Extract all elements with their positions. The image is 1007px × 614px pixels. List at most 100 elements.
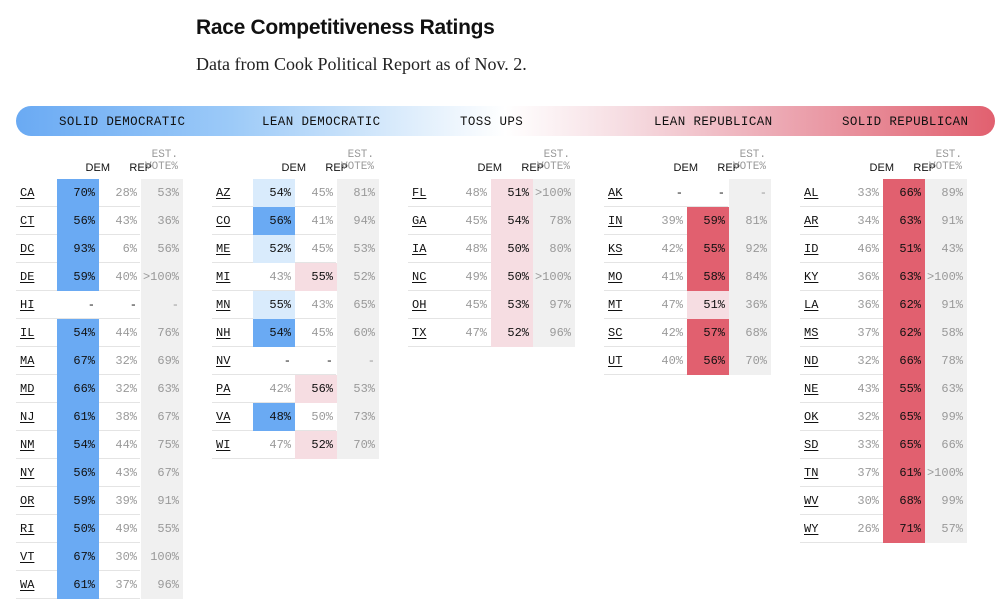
rep-vote-share: 40% [115, 270, 137, 284]
state-link[interactable]: AZ [216, 186, 231, 200]
state-link[interactable]: VT [20, 550, 35, 564]
rep-vote-share: 62% [883, 291, 925, 319]
state-link[interactable]: NM [20, 438, 35, 452]
est-vote-percent: 78% [533, 207, 575, 235]
dem-vote-share: 43% [857, 382, 879, 396]
column-header-est-line1: EST. [739, 149, 766, 161]
state-link[interactable]: CO [216, 214, 231, 228]
state-link[interactable]: MD [20, 382, 35, 396]
state-link[interactable]: TN [804, 466, 819, 480]
est-vote-percent: 63% [925, 375, 967, 403]
dem-vote-share: 45% [465, 298, 487, 312]
state-link[interactable]: MS [804, 326, 819, 340]
state-link[interactable]: ME [216, 242, 231, 256]
state-link[interactable]: PA [216, 382, 231, 396]
state-link[interactable]: OK [804, 410, 819, 424]
dem-vote-share: 33% [857, 438, 879, 452]
state-link[interactable]: OH [412, 298, 427, 312]
dem-vote-share: 49% [465, 270, 487, 284]
est-vote-percent: - [337, 347, 379, 375]
est-vote-percent: 91% [925, 291, 967, 319]
dem-vote-share: 42% [661, 326, 683, 340]
state-link[interactable]: IN [608, 214, 623, 228]
state-link[interactable]: NH [216, 326, 231, 340]
dem-vote-share: 66% [57, 375, 99, 403]
state-link[interactable]: ID [804, 242, 819, 256]
state-link[interactable]: NV [216, 354, 231, 368]
state-link[interactable]: ND [804, 354, 819, 368]
est-vote-percent: 63% [141, 375, 183, 403]
state-link[interactable]: NY [20, 466, 35, 480]
state-link[interactable]: LA [804, 298, 819, 312]
est-vote-percent: 60% [337, 319, 379, 347]
rep-vote-share: 50% [311, 410, 333, 424]
scale-label-solid-democratic: SOLID DEMOCRATIC [59, 115, 186, 129]
rep-vote-share: 54% [491, 207, 533, 235]
est-vote-percent: 36% [141, 207, 183, 235]
rep-vote-share: 43% [115, 214, 137, 228]
state-link[interactable]: NJ [20, 410, 35, 424]
state-link[interactable]: GA [412, 214, 427, 228]
dem-vote-share: 36% [857, 298, 879, 312]
state-link[interactable]: MO [608, 270, 623, 284]
state-link[interactable]: NE [804, 382, 819, 396]
state-link[interactable]: NC [412, 270, 427, 284]
state-link[interactable]: WI [216, 438, 231, 452]
dem-vote-share: 32% [857, 354, 879, 368]
state-link[interactable]: WA [20, 578, 35, 592]
rep-vote-share: 43% [115, 466, 137, 480]
state-link[interactable]: IA [412, 242, 427, 256]
state-link[interactable]: WV [804, 494, 819, 508]
column-header-dem: DEM [477, 162, 502, 174]
state-link[interactable]: DE [20, 270, 35, 284]
state-link[interactable]: AK [608, 186, 623, 200]
row-divider [604, 206, 728, 207]
rep-vote-share: 44% [115, 326, 137, 340]
state-link[interactable]: UT [608, 354, 623, 368]
state-link[interactable]: MI [216, 270, 231, 284]
dem-vote-share: 55% [253, 291, 295, 319]
state-link[interactable]: MN [216, 298, 231, 312]
state-link[interactable]: SC [608, 326, 623, 340]
state-link[interactable]: KS [608, 242, 623, 256]
rep-vote-share: 41% [311, 214, 333, 228]
rep-vote-share: 63% [883, 207, 925, 235]
dem-vote-share: 50% [57, 515, 99, 543]
rep-vote-share: 45% [311, 326, 333, 340]
column-header-est-vote: EST. VOTE% [534, 149, 570, 173]
est-vote-percent: 67% [141, 459, 183, 487]
state-link[interactable]: KY [804, 270, 819, 284]
column-header-est-line1: EST. [151, 149, 178, 161]
state-link[interactable]: AL [804, 186, 819, 200]
state-link[interactable]: VA [216, 410, 231, 424]
state-link[interactable]: RI [20, 522, 35, 536]
state-link[interactable]: CT [20, 214, 35, 228]
state-link[interactable]: SD [804, 438, 819, 452]
est-vote-percent: 53% [337, 235, 379, 263]
row-divider [604, 346, 728, 347]
rep-vote-share: 38% [115, 410, 137, 424]
est-vote-percent: 80% [533, 235, 575, 263]
column-header-rep: REP [129, 162, 152, 174]
dem-vote-share: - [283, 354, 291, 368]
est-vote-percent: 96% [141, 571, 183, 599]
state-link[interactable]: HI [20, 298, 35, 312]
state-link[interactable]: FL [412, 186, 427, 200]
state-link[interactable]: TX [412, 326, 427, 340]
state-link[interactable]: WY [804, 522, 819, 536]
state-link[interactable]: OR [20, 494, 35, 508]
est-vote-percent: 65% [337, 291, 379, 319]
column-header-est-line2: VOTE% [928, 161, 962, 173]
est-vote-percent: 53% [337, 375, 379, 403]
dem-vote-share: 45% [465, 214, 487, 228]
scale-label-toss-ups: TOSS UPS [460, 115, 524, 129]
state-link[interactable]: MA [20, 354, 35, 368]
state-link[interactable]: MT [608, 298, 623, 312]
state-link[interactable]: DC [20, 242, 35, 256]
est-vote-percent: >100% [533, 179, 575, 207]
column-header-est-vote: EST. VOTE% [926, 149, 962, 173]
state-link[interactable]: IL [20, 326, 35, 340]
dem-vote-share: 36% [857, 270, 879, 284]
state-link[interactable]: CA [20, 186, 35, 200]
state-link[interactable]: AR [804, 214, 819, 228]
